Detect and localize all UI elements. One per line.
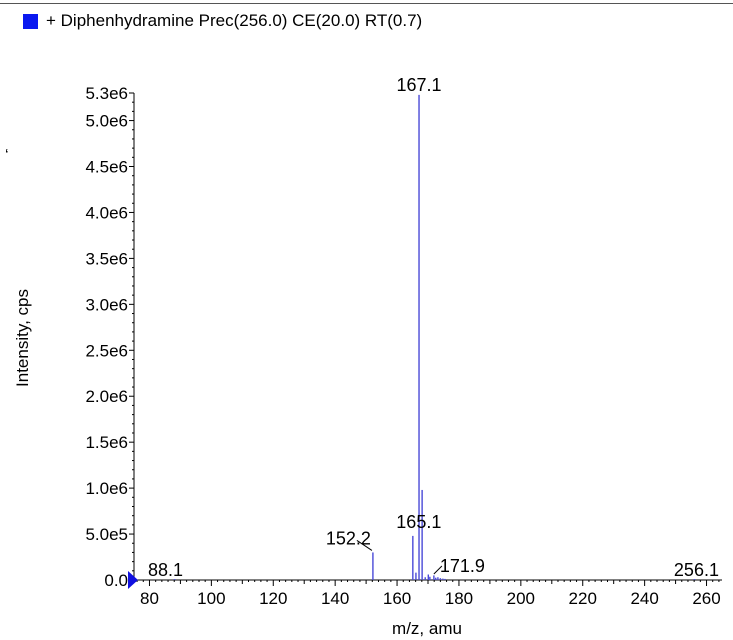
- y-tick-label: 4.5e6: [85, 158, 128, 177]
- y-tick-label: 4.0e6: [85, 203, 128, 222]
- x-tick-label: 260: [692, 589, 720, 608]
- x-tick-label: 140: [321, 589, 349, 608]
- peak-label: 165.1: [396, 512, 441, 532]
- x-axis: 80 100 120 140 160 180 200 220 240 260: [134, 579, 722, 608]
- y-tick-label: 1.5e6: [85, 433, 128, 452]
- x-tick-label: 100: [197, 589, 225, 608]
- x-tick-label: 180: [445, 589, 473, 608]
- y-tick-label: 5.0e5: [85, 525, 128, 544]
- top-border: [0, 3, 733, 4]
- x-tick-label: 240: [630, 589, 658, 608]
- baseline-marker-icon: [128, 571, 138, 589]
- peak-label-leader: [433, 565, 443, 575]
- y-axis: 0.0 5.0e5 1.0e6 1.5e6 2.0e6 2.5e6 3.0e6 3.5e6 4.…: [85, 84, 135, 590]
- x-tick-label: 120: [259, 589, 287, 608]
- peak-label: 167.1: [397, 75, 442, 95]
- y-axis-label: Intensity, cps: [13, 289, 32, 387]
- x-tick-label: 160: [383, 589, 411, 608]
- peak-label: 171.9: [440, 556, 485, 576]
- x-tick-label: 200: [507, 589, 535, 608]
- peak-labels: 167.1 165.1 152.2 171.9 88.1 256.1: [148, 75, 719, 580]
- peak-label: 256.1: [674, 560, 719, 580]
- x-tick-label: 80: [140, 589, 159, 608]
- legend-swatch: [23, 13, 38, 29]
- y-tick-label: 5.3e6: [85, 84, 128, 103]
- y-tick-label: 3.0e6: [85, 295, 128, 314]
- y-tick-label: 1.0e6: [85, 479, 128, 498]
- peak-label: 152.2: [326, 528, 371, 548]
- y-tick-label: 5.0e6: [85, 112, 128, 131]
- legend: + Diphenhydramine Prec(256.0) CE(20.0) R…: [23, 8, 422, 34]
- peak-label-leader: [356, 540, 373, 551]
- y-tick-label: 2.0e6: [85, 387, 128, 406]
- x-axis-label: m/z, amu: [392, 619, 462, 638]
- y-tick-label: 2.5e6: [85, 341, 128, 360]
- y-tick-label: 3.5e6: [85, 249, 128, 268]
- peak-series: [128, 94, 696, 589]
- y-tick-label: 0.0: [104, 571, 128, 590]
- stray-mark: ‘: [5, 147, 9, 164]
- x-tick-label: 220: [569, 589, 597, 608]
- peak-label: 88.1: [148, 560, 183, 580]
- legend-label: + Diphenhydramine Prec(256.0) CE(20.0) R…: [46, 11, 423, 30]
